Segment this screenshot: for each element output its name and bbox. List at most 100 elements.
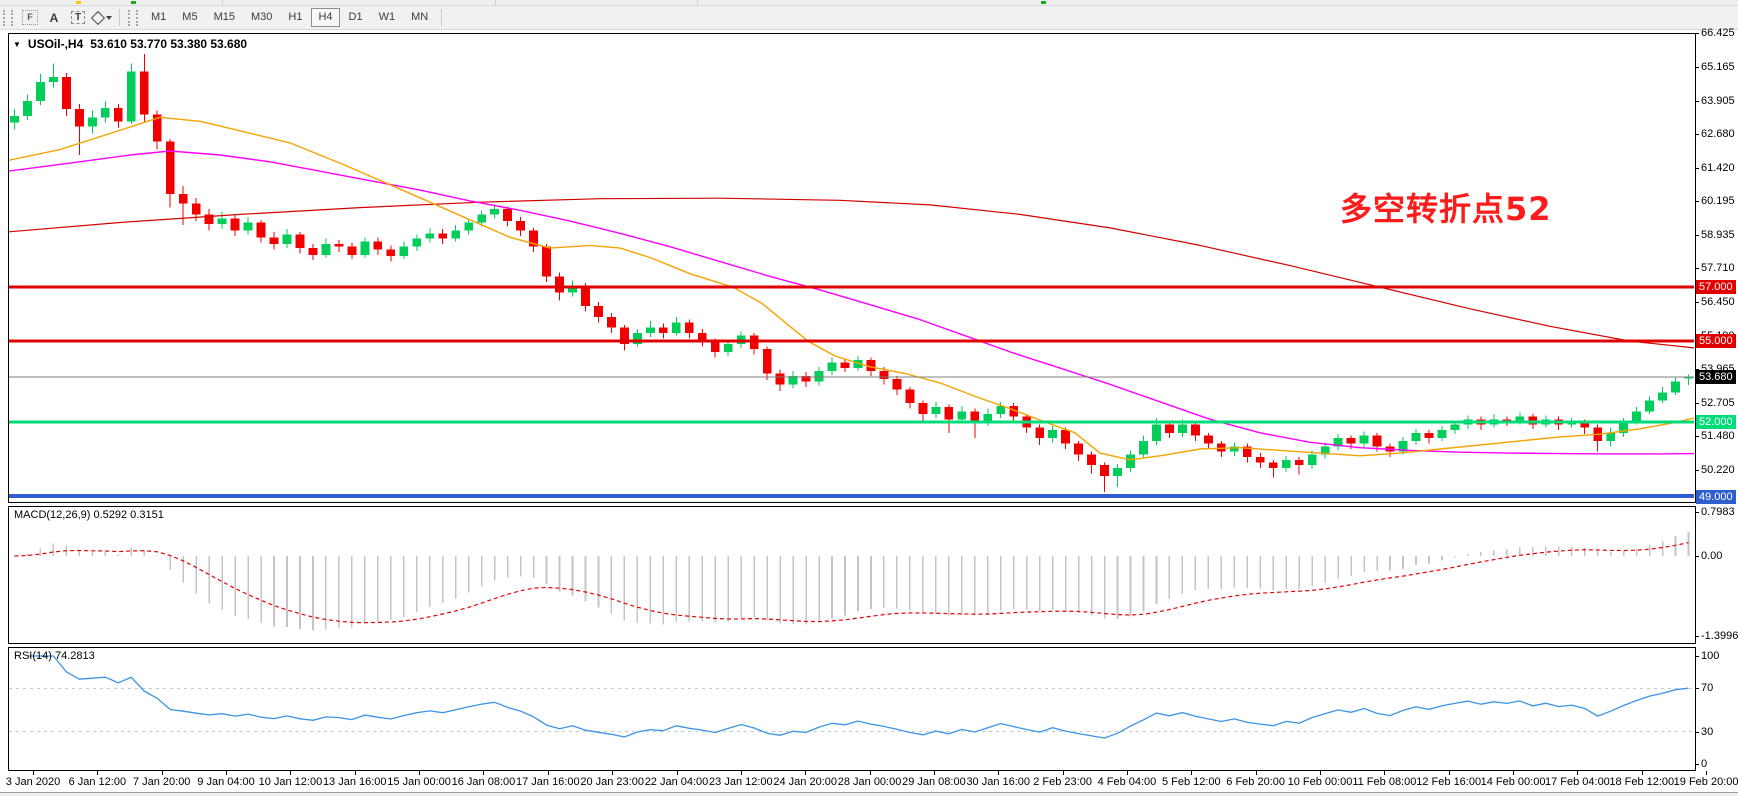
timeframe-button-mn[interactable]: MN [411,11,429,23]
time-tick-mark [1706,771,1708,775]
time-tick-mark [547,771,549,775]
toolbar-grip-icon[interactable] [3,9,13,26]
letter-t-glyph: T [70,11,86,24]
time-tick-mark [1513,771,1515,775]
macd-tick-label: 0.00 [1701,550,1723,562]
time-tick-label: 10 Feb 00:00 [1287,776,1353,788]
time-tick-mark [226,771,228,775]
price-tick-label: 63.905 [1701,94,1735,107]
timeframe-button-m1[interactable]: M1 [151,11,167,23]
text-label-tool-icon[interactable]: T [67,8,89,27]
time-tick-label: 24 Jan 20:00 [773,776,837,788]
price-level-badge: 52.000 [1696,415,1736,430]
macd-tick-mark [1695,512,1699,513]
strip-green-dot-2 [1041,1,1046,4]
rsi-tick-mark [1695,656,1699,657]
timeframe-button-m5[interactable]: M5 [182,11,198,23]
price-tick-label: 62.680 [1701,128,1735,140]
macd-panel[interactable] [8,506,1696,644]
time-tick-label: 6 Feb 20:00 [1226,776,1285,788]
price-tick-mark [1695,167,1699,169]
time-tick-label: 11 Feb 08:00 [1352,776,1417,788]
timeframe-button-m30[interactable]: M30 [250,11,273,23]
price-tick-mark [1695,235,1699,236]
time-tick-label: 12 Feb 16:00 [1416,776,1482,788]
time-tick-label: 17 Jan 16:00 [515,776,580,788]
time-tick-label: 23 Jan 12:00 [709,776,773,788]
time-tick-label: 10 Jan 12:00 [258,776,323,788]
time-tick-mark [998,771,1000,775]
time-tick-mark [290,771,292,775]
strip-separator [697,0,698,5]
chart-symbol-timeframe: USOil-,H4 [27,37,84,51]
clipped-toolbar-strip [0,0,1738,6]
time-tick-label: 16 Jan 08:00 [451,776,516,788]
shapes-tool-icon[interactable] [90,8,113,27]
price-tick-mark [1695,403,1699,405]
time-tick-mark [740,771,742,775]
time-tick-label: 15 Jan 00:00 [387,776,451,788]
time-tick-mark [1384,771,1386,775]
price-level-badge: 57.000 [1696,280,1736,295]
strip-separator [222,0,223,5]
time-tick-mark [354,771,356,775]
time-tick-mark [676,771,678,775]
timeframe-button-h4[interactable]: H4 [311,8,340,27]
rsi-tick-mark [1695,764,1699,765]
bottom-edge [0,792,1738,796]
rsi-tick-label: 30 [1701,725,1714,738]
chart-title-expander-icon[interactable]: ▼ [13,39,21,49]
macd-values: 0.5292 0.3151 [93,509,164,521]
timeframe-button-d1[interactable]: D1 [348,11,363,23]
macd-indicator-label: MACD(12,26,9) 0.5292 0.3151 [14,509,164,521]
macd-tick-mark [1695,635,1699,637]
price-tick-mark [1695,134,1699,135]
time-tick-mark [1320,771,1321,775]
toolbar-grip-icon[interactable] [128,9,138,26]
timeframe-button-w1[interactable]: W1 [378,11,396,23]
time-tick-label: 3 Jan 2020 [5,776,61,788]
price-level-badge: 49.000 [1696,490,1736,504]
price-tick-label: 51.480 [1701,430,1735,443]
time-tick-mark [1255,771,1257,775]
price-tick-label: 61.420 [1701,161,1735,174]
time-tick-mark [33,771,34,775]
time-tick-mark [869,771,871,775]
timeframe-button-group: M1 M5 M15 M30 H1 H4 D1 W1 MN [143,8,436,27]
price-tick-label: 60.195 [1701,195,1735,208]
price-tick-mark [1695,268,1699,270]
price-tick-label: 57.710 [1701,262,1735,275]
time-tick-label: 13 Jan 16:00 [322,776,387,788]
time-tick-label: 4 Feb 04:00 [1097,776,1157,788]
text-tool-icon[interactable]: A [43,8,65,27]
time-tick-label: 29 Jan 08:00 [902,776,966,788]
toolbar: F A T M1 M5 M15 M30 H1 H4 D1 W1 MN [0,6,1738,30]
rsi-name: RSI(14) [14,650,52,662]
time-tick-label: 14 Feb 00:00 [1480,776,1546,788]
time-tick-label: 19 Feb 20:00 [1673,776,1738,788]
rsi-panel[interactable] [8,647,1696,771]
time-tick-label: 9 Jan 04:00 [197,776,255,788]
price-tick-mark [1695,436,1699,438]
time-tick-label: 7 Jan 20:00 [132,776,191,788]
price-tick-label: 52.705 [1701,397,1735,410]
toolbar-separator [119,9,120,26]
price-tick-label: 58.935 [1701,229,1735,241]
letter-a-glyph: A [49,10,59,25]
chart-title: ▼ USOil-,H4 53.610 53.770 53.380 53.680 [13,37,247,51]
macd-tick-label: -1.3996 [1701,629,1738,642]
time-tick-label: 22 Jan 04:00 [644,776,709,788]
timeframe-button-m15[interactable]: M15 [213,11,235,23]
time-tick-label: 6 Jan 12:00 [68,776,127,788]
time-tick-label: 28 Jan 00:00 [837,776,902,788]
time-tick-mark [805,771,807,775]
grid-f-icon[interactable]: F [19,8,41,27]
price-tick-mark [1695,302,1699,304]
price-tick-mark [1695,66,1699,68]
timeframe-button-h1[interactable]: H1 [288,11,303,23]
chart-annotation-text[interactable]: 多空转折点52 [1340,190,1552,228]
time-tick-mark [161,771,163,775]
price-chart-panel[interactable] [8,33,1696,503]
rsi-tick-mark [1695,688,1699,690]
